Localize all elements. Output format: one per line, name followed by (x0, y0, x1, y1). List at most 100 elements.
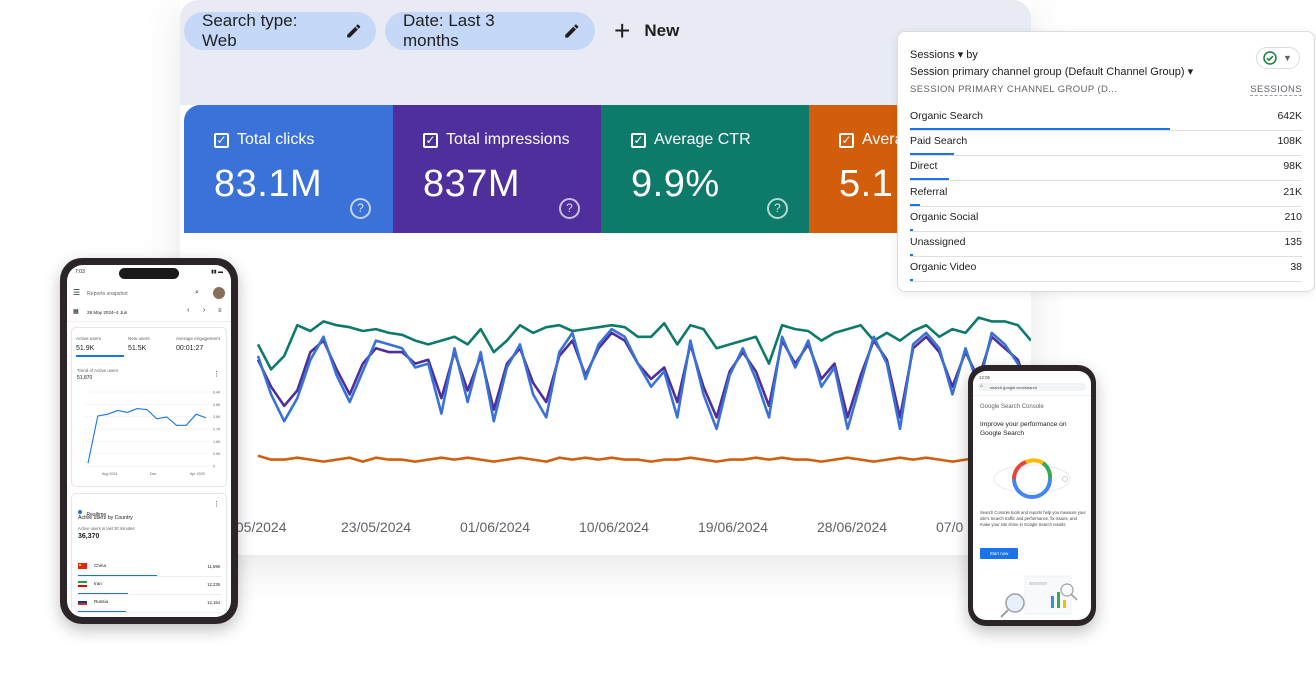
channel-row[interactable]: Organic Search 642K (910, 105, 1302, 131)
status-bar: 7:03 ▮▮ ▬ (75, 269, 223, 275)
share-bar (910, 279, 913, 282)
sessions-by-channel-card: Sessions ▾ by Session primary channel gr… (897, 31, 1315, 292)
share-bar (910, 153, 955, 156)
metric-label: Total impressions (446, 131, 570, 148)
realtime-subtitle: Active users in last 30 minutes (78, 526, 135, 531)
channel-row[interactable]: Organic Social 210 (910, 206, 1302, 232)
channel-name: Direct (910, 160, 938, 173)
date-range[interactable]: 29 May 2024–4 Jun (87, 310, 128, 315)
filter-icon[interactable]: ≡ (218, 308, 222, 314)
column-header-dimension[interactable]: SESSION PRIMARY CHANNEL GROUP (D... (910, 84, 1118, 95)
realtime-label: Realtime (86, 512, 107, 518)
checkbox-checked-icon[interactable]: ✓ (423, 132, 438, 148)
kpi-active-users[interactable]: Active users 51.9K (76, 336, 124, 357)
y-tick-label: 2.7K (213, 428, 221, 432)
check-circle-icon (1263, 51, 1277, 65)
phone-search-console: 12:05 ⌂ search.google.com/search Google … (968, 365, 1096, 626)
country-value: 12,235 (207, 582, 220, 587)
channel-row[interactable]: Paid Search 108K (910, 130, 1302, 157)
kpi-engagement[interactable]: Average engagement 00:01:27 (176, 336, 220, 352)
more-vert-icon[interactable]: ⋮ (213, 501, 220, 508)
magnifier-illustration (1000, 575, 1078, 618)
search-icon[interactable]: ⌕ (195, 289, 199, 296)
help-icon[interactable]: ? (767, 198, 788, 219)
channel-sessions: 108K (1277, 135, 1302, 148)
more-vert-icon[interactable]: ⋮ (213, 371, 220, 378)
flag-icon (78, 581, 87, 587)
new-filter-button[interactable]: + New (614, 14, 679, 48)
filter-bar: Search type: Web Date: Last 3 months + N… (180, 0, 1031, 105)
channel-row[interactable]: Organic Video 38 (910, 256, 1302, 283)
x-tick-label: Dec (150, 472, 157, 476)
comparison-toggle-button[interactable]: ▼ (1256, 47, 1300, 69)
x-tick-label: Aug 2024 (102, 472, 117, 476)
channel-row[interactable]: Unassigned 135 (910, 231, 1302, 257)
country-row[interactable]: Russia 12,154 (78, 596, 222, 613)
edit-pencil-icon[interactable] (563, 22, 581, 40)
realtime-dot-icon (78, 509, 82, 514)
metric-average-ctr[interactable]: ✓ Average CTR 9.9% ? (601, 105, 810, 233)
country-value: 12,154 (207, 600, 220, 605)
new-filter-label: New (644, 21, 680, 40)
performance-line-chart: /05/2024 23/05/2024 01/06/2024 10/06/2024 19… (232, 316, 1031, 535)
channel-name: Organic Video (910, 261, 977, 274)
checkbox-checked-icon[interactable]: ✓ (631, 132, 646, 148)
address-bar[interactable]: ⌂ search.google.com/search (978, 383, 1086, 391)
chart-series-line-2 (256, 327, 1031, 431)
chevron-left-icon[interactable]: ‹ (187, 307, 190, 314)
realtime-value: 36,370 (78, 533, 100, 540)
help-icon[interactable]: ? (559, 198, 580, 219)
metric-value: 83.1M (214, 163, 323, 205)
y-tick-label: 8.4K (213, 391, 221, 395)
title-by: by (966, 49, 978, 61)
column-header-sessions[interactable]: SESSIONS (1250, 84, 1302, 96)
share-bar (910, 178, 949, 181)
channel-row[interactable]: Direct 98K (910, 155, 1302, 182)
camera-notch (119, 268, 179, 279)
share-bar (910, 128, 1170, 130)
country-name: China (94, 563, 107, 568)
phone-analytics-app: 7:03 ▮▮ ▬ ☰ Reports snapshot ⌕ ▦ 29 May … (60, 258, 238, 624)
dropdown-caret-icon[interactable]: ▾ (954, 49, 967, 61)
start-now-button[interactable]: Start now (980, 548, 1018, 559)
edit-pencil-icon[interactable] (345, 22, 362, 40)
channel-name: Organic Social (910, 210, 979, 223)
kpi-new-users[interactable]: New users 51.5K (128, 336, 150, 352)
calendar-icon[interactable]: ▦ (73, 309, 79, 315)
chevron-right-icon[interactable]: › (203, 307, 206, 314)
search-type-filter-chip[interactable]: Search type: Web (184, 11, 376, 50)
date-filter-chip[interactable]: Date: Last 3 months (385, 11, 595, 50)
metric-selector[interactable]: Sessions (910, 49, 955, 61)
metric-label: Avera (862, 131, 904, 148)
channel-name: Unassigned (910, 236, 966, 248)
home-icon[interactable]: ⌂ (980, 383, 984, 389)
realtime-title: Active users by Country (78, 515, 133, 521)
channel-row[interactable]: Referral 21K (910, 181, 1302, 207)
battery-icon: ▮▮ ▬ (211, 269, 223, 275)
channel-name: Organic Search (910, 110, 983, 122)
metric-total-impressions[interactable]: ✓ Total impressions 837M ? (393, 105, 602, 233)
y-tick-label: 0 (213, 465, 215, 469)
country-row[interactable]: China 11,696 (78, 560, 222, 577)
dimension-selector[interactable]: Session primary channel group (Default C… (910, 66, 1185, 78)
channel-sessions: 98K (1283, 160, 1302, 173)
help-icon[interactable]: ? (350, 198, 371, 219)
channel-sessions: 21K (1283, 185, 1302, 198)
metric-value: 5.1 (839, 163, 894, 205)
status-time: 7:03 (75, 269, 85, 275)
chart-series-line-3 (257, 454, 1031, 463)
metric-total-clicks[interactable]: ✓ Total clicks 83.1M ? (184, 105, 393, 233)
status-time: 12:05 (979, 375, 990, 380)
x-tick-label: /05/2024 (232, 519, 287, 535)
header-title: Reports snapshot (87, 291, 128, 297)
share-bar (910, 228, 913, 231)
checkbox-checked-icon[interactable]: ✓ (839, 132, 854, 148)
country-row[interactable]: Iran 12,235 (78, 578, 222, 595)
x-tick-label: Apr 2025 (190, 472, 205, 476)
dropdown-caret-icon[interactable]: ▾ (1184, 66, 1194, 78)
avatar[interactable] (213, 287, 225, 299)
chart-series-line-0 (256, 316, 1031, 371)
kpi-card: Active users 51.9K New users 51.5K Avera… (71, 327, 227, 487)
checkbox-checked-icon[interactable]: ✓ (214, 132, 229, 148)
menu-icon[interactable]: ☰ (73, 288, 81, 297)
